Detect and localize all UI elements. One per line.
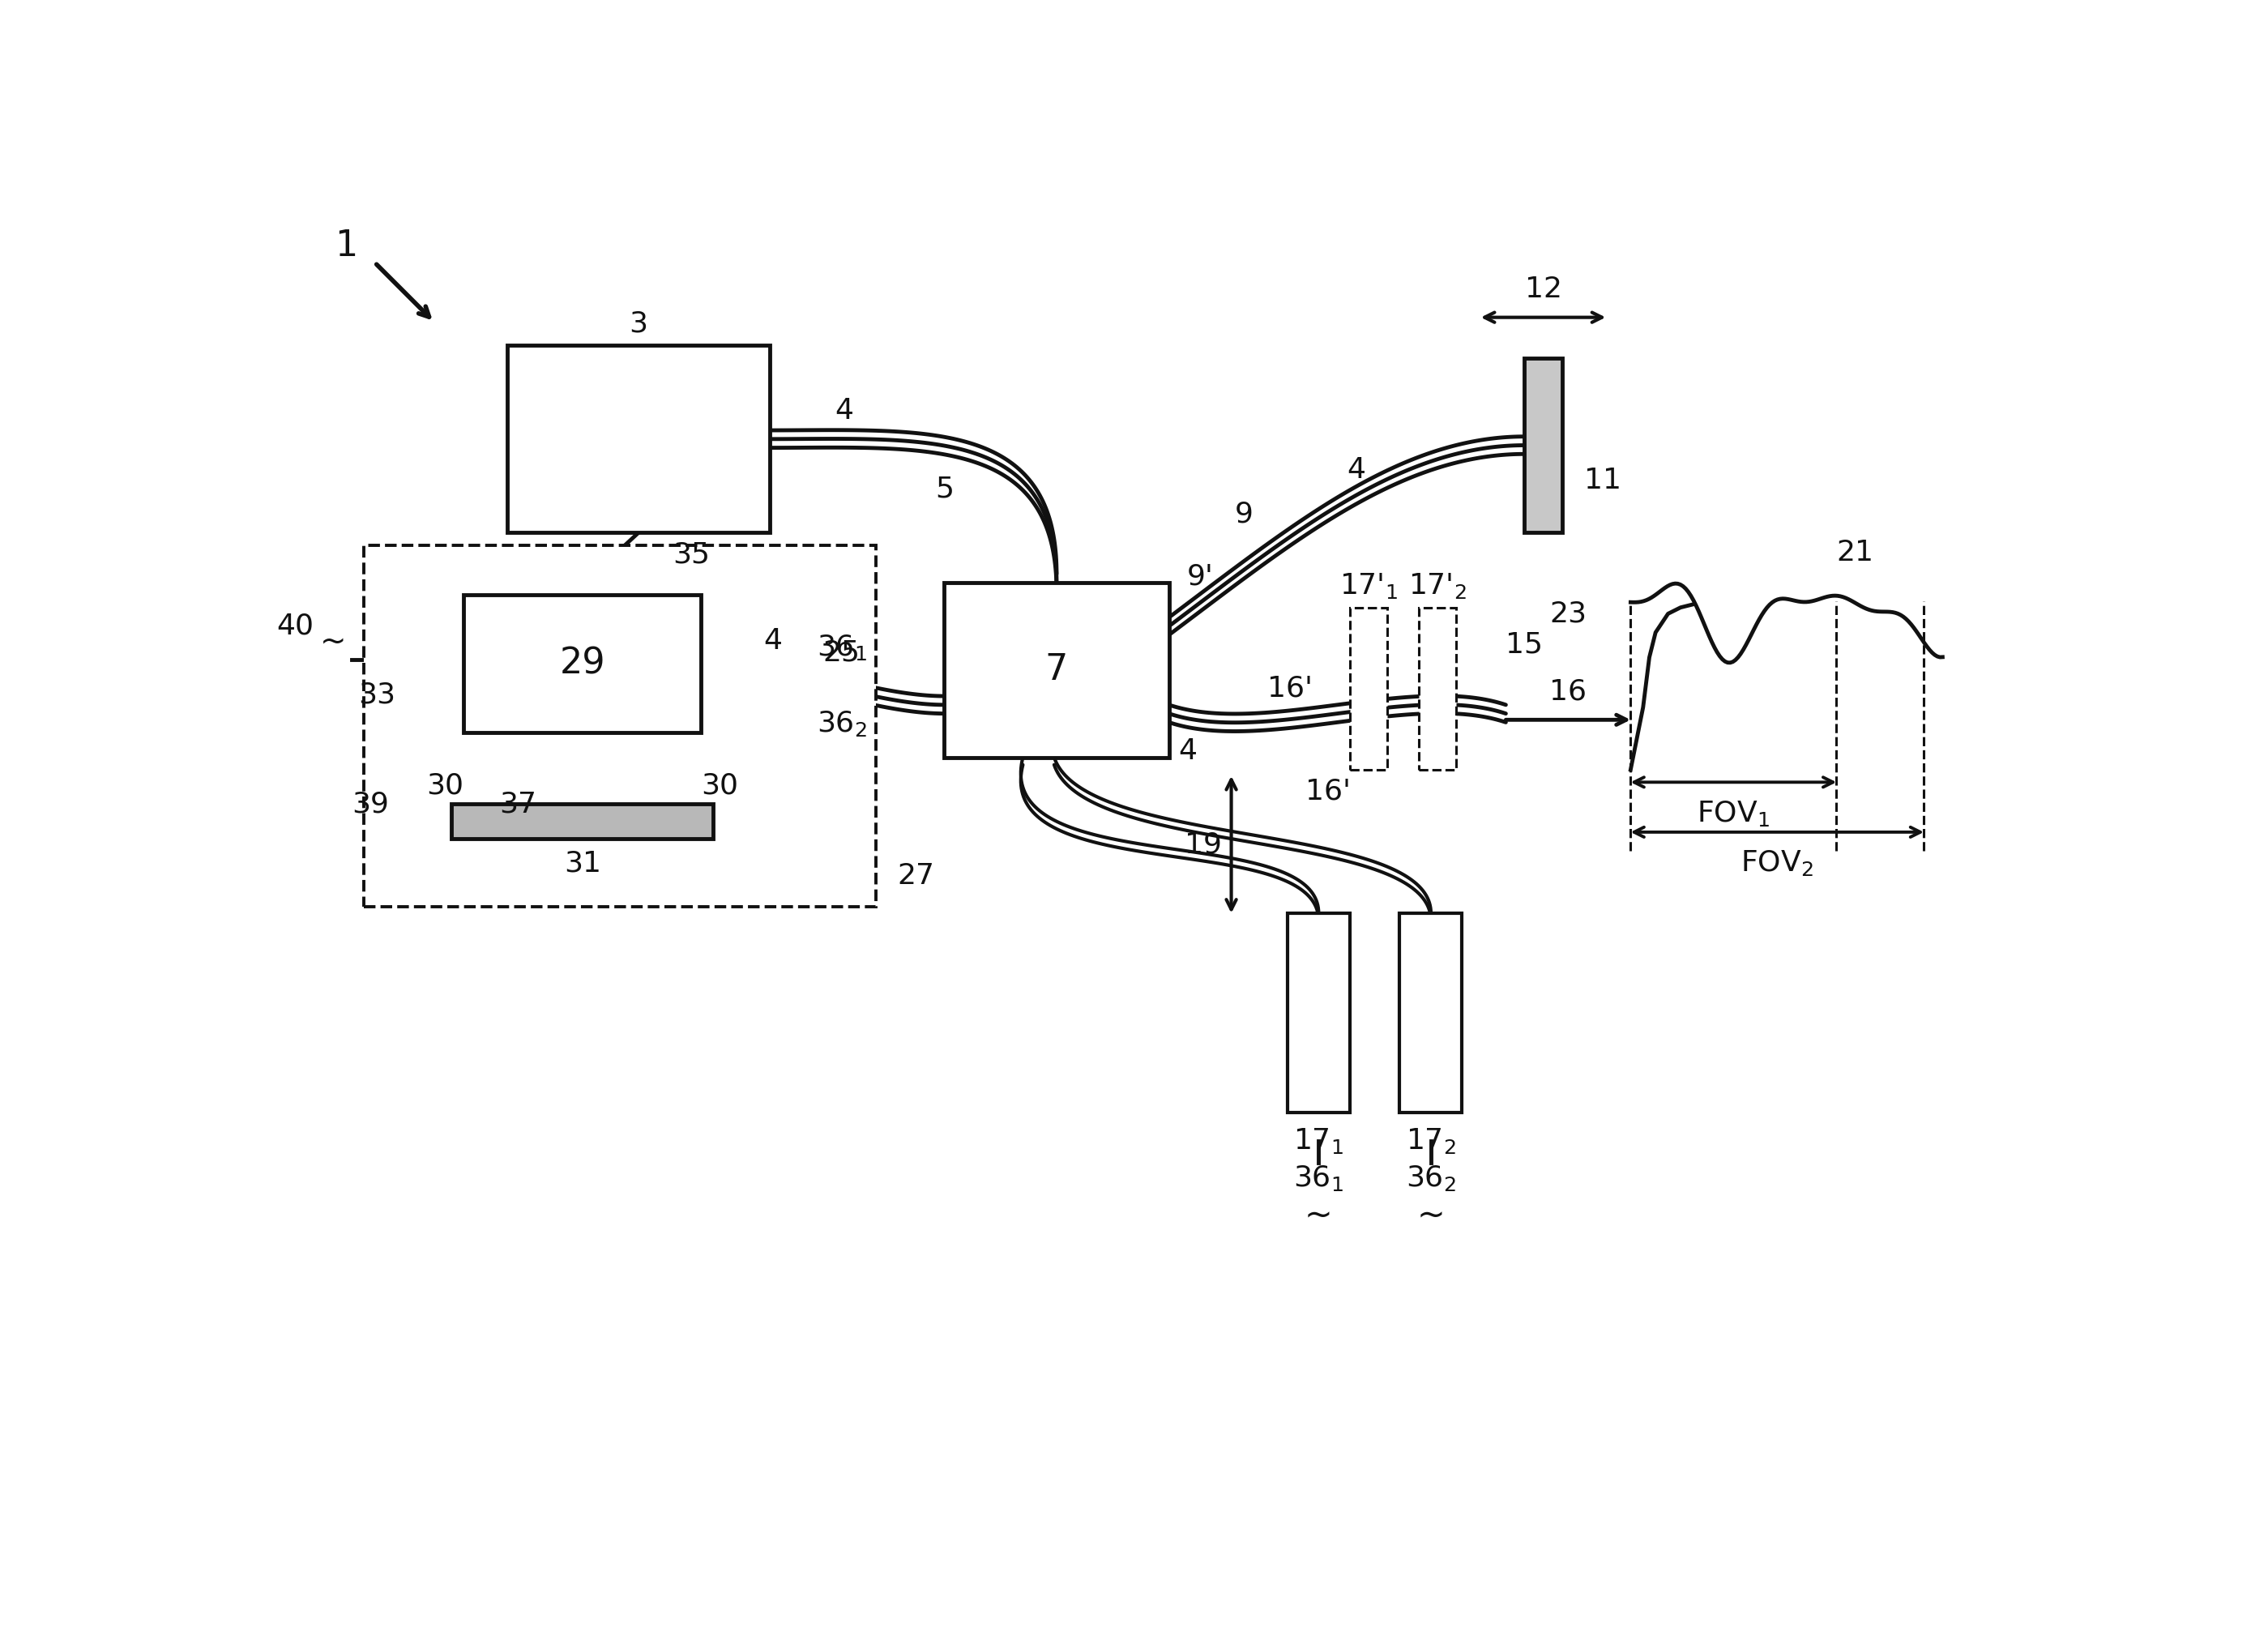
Text: 4: 4 [1347, 456, 1365, 484]
Text: 23: 23 [1549, 600, 1588, 628]
Text: 33: 33 [358, 681, 395, 708]
Text: 5: 5 [934, 474, 953, 502]
Text: 11: 11 [1583, 466, 1622, 494]
Text: 30: 30 [426, 772, 465, 798]
Bar [1399, 913, 1463, 1112]
Text: 16: 16 [1549, 677, 1588, 705]
Text: 12: 12 [1524, 275, 1563, 303]
Text: 37: 37 [499, 790, 538, 818]
Text: 35: 35 [674, 540, 710, 568]
Text: 31: 31 [565, 849, 601, 877]
Text: 39: 39 [352, 790, 390, 818]
Text: 15: 15 [1506, 631, 1542, 659]
Text: 21: 21 [1837, 538, 1873, 566]
Text: 4: 4 [764, 627, 782, 654]
Bar [1524, 358, 1563, 533]
Text: FOV$_2$: FOV$_2$ [1742, 849, 1814, 879]
Bar [1418, 607, 1456, 769]
Bar [508, 345, 769, 533]
Bar [1288, 913, 1349, 1112]
Text: 17$_2$: 17$_2$ [1406, 1126, 1456, 1155]
Text: 7: 7 [1046, 653, 1068, 687]
Text: 36$_1$: 36$_1$ [816, 633, 866, 661]
Text: 16': 16' [1306, 777, 1352, 805]
Text: 16': 16' [1268, 674, 1313, 702]
Text: ~: ~ [1418, 1199, 1445, 1234]
Text: 25: 25 [823, 640, 860, 667]
Bar [465, 596, 701, 733]
Bar [1349, 607, 1388, 769]
Text: 1: 1 [336, 227, 358, 263]
Bar [451, 803, 714, 838]
Text: 29: 29 [560, 646, 606, 681]
Text: 17'$_1$: 17'$_1$ [1340, 571, 1397, 600]
Bar [426, 607, 689, 782]
Text: 19: 19 [1184, 831, 1222, 859]
Text: 9: 9 [1234, 501, 1252, 528]
Text: FOV$_1$: FOV$_1$ [1696, 798, 1769, 828]
Bar [365, 545, 875, 906]
Bar [943, 582, 1168, 757]
Text: 36$_1$: 36$_1$ [1293, 1163, 1343, 1193]
Text: 4: 4 [835, 398, 853, 425]
Text: 40: 40 [277, 612, 315, 640]
Text: ~: ~ [320, 627, 347, 656]
Text: 9': 9' [1186, 563, 1213, 591]
Text: 27: 27 [898, 862, 934, 890]
Text: 36$_2$: 36$_2$ [816, 710, 866, 738]
Text: 30: 30 [701, 772, 737, 798]
Text: 36$_2$: 36$_2$ [1406, 1163, 1456, 1193]
Text: ~: ~ [1304, 1199, 1334, 1234]
Text: 17$_1$: 17$_1$ [1293, 1126, 1343, 1155]
Text: 4: 4 [1179, 738, 1198, 764]
Text: 3: 3 [628, 309, 649, 337]
Text: 17'$_2$: 17'$_2$ [1408, 571, 1467, 600]
